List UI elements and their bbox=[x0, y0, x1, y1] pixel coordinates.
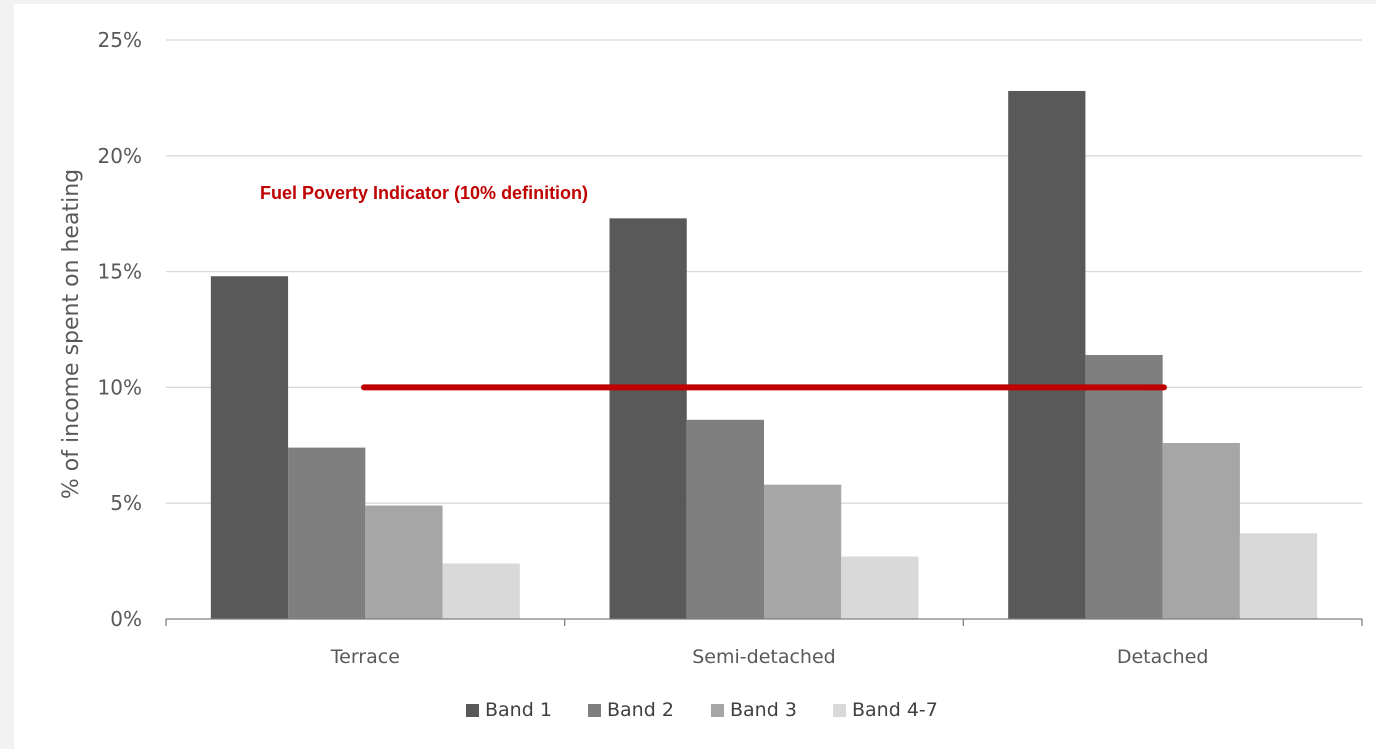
bar-band-2 bbox=[686, 419, 764, 619]
bar-band-2 bbox=[1085, 354, 1163, 619]
x-axis-categories: Terrace Semi-detached Detached bbox=[330, 646, 1209, 668]
legend-label: Band 2 bbox=[607, 699, 674, 721]
y-tick-label: 25% bbox=[98, 28, 142, 52]
legend-swatch bbox=[588, 704, 601, 717]
reference-line-group: Fuel Poverty Indicator (10% definition) bbox=[260, 183, 1167, 391]
bars bbox=[210, 90, 1318, 619]
legend-label: Band 3 bbox=[730, 699, 797, 721]
y-tick-label: 5% bbox=[110, 491, 142, 515]
x-category-label: Detached bbox=[1117, 646, 1209, 668]
bar-band-4-7 bbox=[1239, 533, 1318, 619]
bar-band-3 bbox=[764, 484, 842, 619]
legend-label: Band 4-7 bbox=[852, 699, 938, 721]
x-axis bbox=[165, 618, 1363, 626]
legend: Band 1 Band 2 Band 3 Band 4-7 bbox=[466, 699, 938, 721]
bar-band-3 bbox=[365, 505, 443, 619]
bar-band-1 bbox=[609, 218, 687, 619]
chart-frame: 0% 5% 10% 15% 20% 25% Terrace Semi-detached Det… bbox=[14, 4, 1376, 749]
bar-band-4-7 bbox=[442, 563, 520, 619]
y-axis-ticks: 0% 5% 10% 15% 20% 25% bbox=[98, 28, 142, 631]
legend-swatch bbox=[466, 704, 479, 717]
bar-band-1 bbox=[210, 276, 289, 619]
y-tick-label: 15% bbox=[98, 260, 142, 284]
legend-label: Band 1 bbox=[485, 699, 552, 721]
y-tick-label: 10% bbox=[98, 375, 142, 399]
x-category-label: Semi-detached bbox=[692, 646, 835, 668]
bar-band-1 bbox=[1008, 90, 1086, 619]
bar-band-3 bbox=[1162, 442, 1240, 619]
y-tick-label: 0% bbox=[110, 607, 142, 631]
bar-band-4-7 bbox=[841, 556, 919, 619]
y-tick-label: 20% bbox=[98, 144, 142, 168]
reference-line-label: Fuel Poverty Indicator (10% definition) bbox=[260, 183, 588, 203]
y-axis-title: % of income spent on heating bbox=[59, 169, 84, 499]
bar-band-2 bbox=[288, 447, 366, 619]
x-category-label: Terrace bbox=[330, 646, 400, 668]
legend-swatch bbox=[833, 704, 846, 717]
bar-chart: 0% 5% 10% 15% 20% 25% Terrace Semi-detached Det… bbox=[59, 28, 1363, 721]
legend-swatch bbox=[711, 704, 724, 717]
